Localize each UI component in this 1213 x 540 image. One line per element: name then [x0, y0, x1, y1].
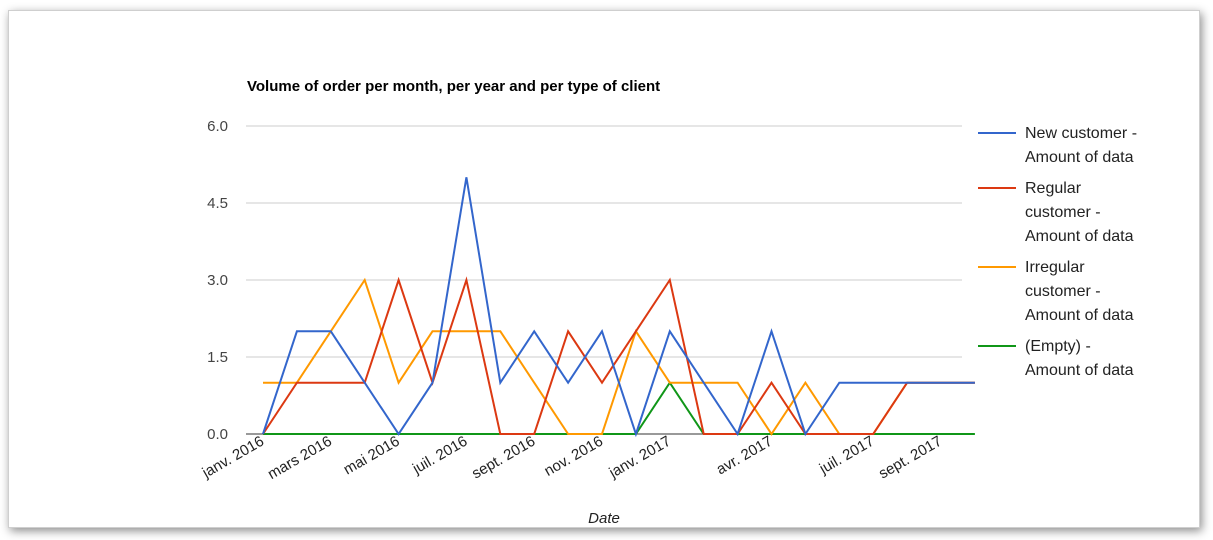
legend-label: (Empty) - — [1025, 338, 1091, 355]
y-tick-label: 0.0 — [207, 426, 228, 443]
x-tick-label: sept. 2017 — [876, 433, 945, 483]
x-tick-label: janv. 2017 — [605, 433, 673, 482]
legend-label: Amount of data — [1025, 362, 1134, 379]
y-axis: 0.0 1.5 3.0 4.5 6.0 — [207, 118, 228, 443]
x-tick-label: juil. 2017 — [816, 433, 877, 478]
legend: New customer - Amount of data Regular custo… — [978, 125, 1137, 379]
legend-label: Amount of data — [1025, 149, 1134, 166]
chart-title: Volume of order per month, per year and … — [247, 78, 660, 95]
y-tick-label: 1.5 — [207, 349, 228, 366]
legend-label: customer - — [1025, 283, 1101, 300]
series-line — [262, 177, 975, 438]
x-tick-label: mai 2016 — [341, 433, 403, 479]
legend-label: customer - — [1025, 204, 1101, 221]
legend-label: Irregular — [1025, 259, 1085, 276]
legend-label: Amount of data — [1025, 228, 1134, 245]
legend-label: Regular — [1025, 180, 1082, 197]
y-tick-label: 6.0 — [207, 118, 228, 135]
series-lines — [262, 177, 975, 438]
x-tick-label: avr. 2017 — [714, 433, 776, 479]
series-line — [262, 276, 975, 435]
x-tick-label: sept. 2016 — [469, 433, 538, 483]
chart-frame — [8, 10, 1200, 528]
y-tick-label: 4.5 — [207, 195, 228, 212]
x-axis-title: Date — [588, 510, 620, 527]
x-tick-label: nov. 2016 — [541, 433, 606, 480]
legend-label: Amount of data — [1025, 307, 1134, 324]
x-tick-label: mars 2016 — [265, 433, 335, 483]
x-tick-label: juil. 2016 — [409, 433, 470, 478]
y-tick-label: 3.0 — [207, 272, 228, 289]
gridlines — [246, 125, 962, 435]
legend-label: New customer - — [1025, 125, 1137, 142]
